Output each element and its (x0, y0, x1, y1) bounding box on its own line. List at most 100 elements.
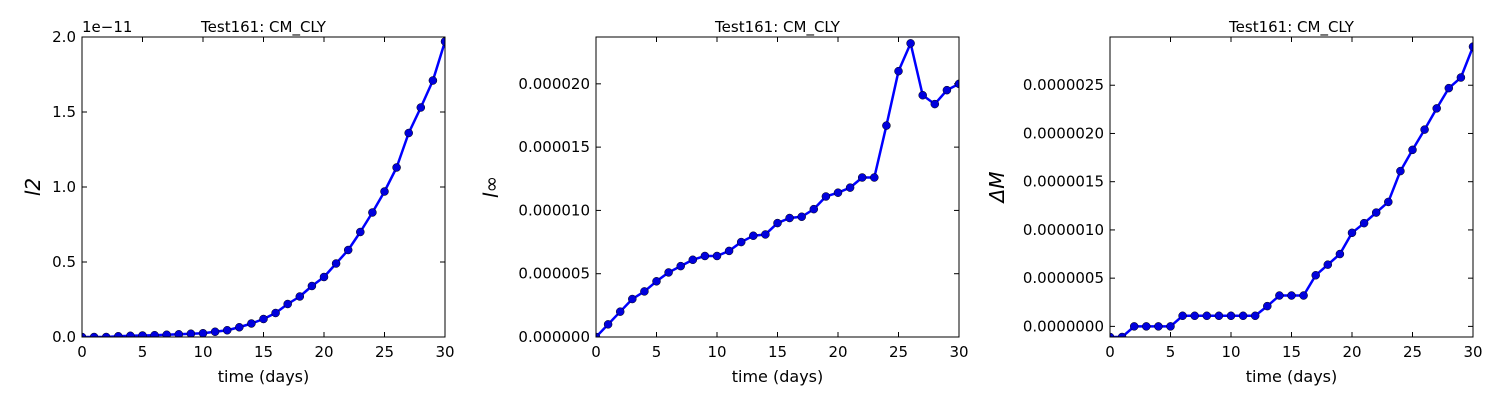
panel-3-data-point (1323, 260, 1333, 269)
panel-2-yticks: 0.000000 0.000005 0.000010 0.000015 0.000020 (518, 75, 959, 346)
panel-1-xtick-label: 0 (77, 343, 87, 361)
panel-1-data-point (380, 187, 389, 196)
panel-2-data-point (724, 246, 734, 256)
panel-3-data-point (1444, 83, 1454, 93)
panel-1-ytick-label: 1.5 (52, 103, 76, 121)
panel-2-data-point (596, 332, 601, 337)
panel-3-data-point (1263, 301, 1272, 311)
panel-1-data-point (150, 330, 159, 337)
panel-2-xtick-label: 5 (652, 343, 662, 361)
panel-3-data-point (1359, 218, 1369, 228)
panel-2-data-point (833, 188, 843, 197)
panel-3-data-point (1110, 332, 1115, 337)
panel-2-data-point (761, 230, 770, 239)
panel-2-data-point (821, 192, 831, 201)
panel-2-xtick-label: 30 (949, 343, 968, 361)
panel-2-ytick-label: 0.000000 (518, 328, 590, 346)
panel-1-data-point (247, 319, 256, 328)
panel-3-xlabel: time (days) (1246, 367, 1337, 386)
panel-3-data-point (1190, 311, 1199, 321)
panel-1-data-point (114, 332, 123, 337)
panel-2-data-point (809, 204, 819, 214)
panel-1-ylabel: l2 (21, 178, 45, 196)
panel-1-data-point (126, 331, 135, 337)
panel-3-yticks: 0.0000000 0.0000005 0.0000010 0.0000015 0.00… (1023, 76, 1473, 335)
panel-3-data-point (1142, 322, 1151, 331)
panel-1-data-point (331, 259, 341, 268)
panel-1-ytick-label: 2.0 (52, 28, 76, 46)
panel-3: Test161: CM_CLY time (days) ΔM 0 5 10 15 20 2… (985, 18, 1483, 386)
panel-3-data-point (1347, 228, 1357, 238)
panel-1-data-point (198, 329, 208, 337)
panel-1-data-point (174, 330, 184, 337)
panel-1-xtick-label: 10 (193, 343, 212, 361)
panel-1-data-point (235, 323, 244, 332)
panel-1-xtick-label: 5 (138, 343, 148, 361)
panel-2-ytick-label: 0.000020 (518, 75, 590, 93)
panel-1-data-point (319, 272, 329, 282)
panel-1-xtick-label: 25 (375, 343, 394, 361)
panel-2-ytick-label: 0.000015 (518, 138, 590, 156)
panel-2-data-point (652, 277, 661, 286)
panel-1-data-point (356, 227, 365, 237)
panel-1-data-point (101, 332, 111, 337)
panel-3-data-point (1166, 322, 1175, 331)
panel-3-data-point (1154, 322, 1163, 331)
panel-1: Test161: CM_CLY 1e−11 time (days) l2 0 5 1… (21, 18, 455, 386)
panel-3-data-point (1238, 311, 1248, 321)
panel-2-data-point (918, 90, 927, 100)
panel-3-xticks: 0 5 10 15 20 25 30 (1105, 37, 1483, 361)
panel-2-title: Test161: CM_CLY (714, 18, 841, 37)
panel-2-ylabel: l∞ (479, 176, 503, 198)
panel-3-data-point (1129, 322, 1139, 331)
panel-3-data-point (1117, 332, 1127, 337)
panel-3-series (1110, 42, 1473, 337)
panel-1-ytick-label: 0.5 (52, 253, 76, 271)
panel-2-data-point (749, 231, 758, 240)
panel-3-data-point (1420, 125, 1429, 134)
panel-2-xtick-label: 15 (768, 343, 787, 361)
panel-2-data-point (930, 99, 940, 109)
panel-2-data-point (773, 218, 782, 228)
panel-3-data-point (1202, 311, 1212, 321)
panel-1-data-point (404, 128, 413, 138)
panel-2-data-point (906, 39, 915, 48)
panel-1-title: Test161: CM_CLY (200, 18, 327, 37)
panel-1-data-point (368, 208, 377, 217)
panel-2-xtick-label: 10 (707, 343, 726, 361)
panel-2-data-point (942, 85, 952, 95)
panel-2-xticks: 0 5 10 15 20 25 30 (591, 37, 969, 361)
panel-3-data-point (1408, 145, 1417, 155)
panel-2-data-point (640, 287, 649, 296)
panel-1-data-point (392, 163, 401, 172)
panel-1-xtick-label: 15 (254, 343, 273, 361)
panel-3-xtick-label: 30 (1463, 343, 1482, 361)
panel-1-data-point (138, 331, 147, 337)
panel-2-ytick-label: 0.000010 (518, 201, 590, 219)
panel-3-ytick-label: 0.0000000 (1023, 317, 1104, 335)
panel-1-offset-label: 1e−11 (82, 18, 132, 36)
panel-1-data-point (82, 332, 87, 337)
panel-2-data-point (785, 213, 794, 223)
panel-2: Test161: CM_CLY time (days) l∞ 0 5 10 15 20 2… (479, 18, 969, 386)
panel-2-data-point (603, 320, 613, 329)
panel-1-data-point (186, 329, 196, 337)
panel-1-data-point (343, 245, 353, 255)
panel-3-data-point (1275, 291, 1284, 300)
panel-3-ylabel: ΔM (985, 172, 1009, 205)
panel-2-data-point (845, 183, 855, 192)
panel-2-data-point (857, 173, 867, 182)
panel-2-data-point (894, 66, 903, 76)
panel-3-data-point (1456, 73, 1466, 82)
panel-3-data-point (1287, 291, 1296, 300)
panel-3-xtick-label: 20 (1342, 343, 1361, 361)
panel-3-xtick-label: 10 (1221, 343, 1240, 361)
panel-3-data-point (1335, 249, 1345, 259)
panel-2-xtick-label: 0 (591, 343, 601, 361)
panel-1-data-point (259, 314, 268, 324)
panel-2-ytick-label: 0.000005 (518, 265, 590, 283)
panel-3-data-point (1432, 104, 1441, 113)
panel-2-data-point (712, 251, 722, 261)
panel-3-xtick-label: 5 (1166, 343, 1176, 361)
